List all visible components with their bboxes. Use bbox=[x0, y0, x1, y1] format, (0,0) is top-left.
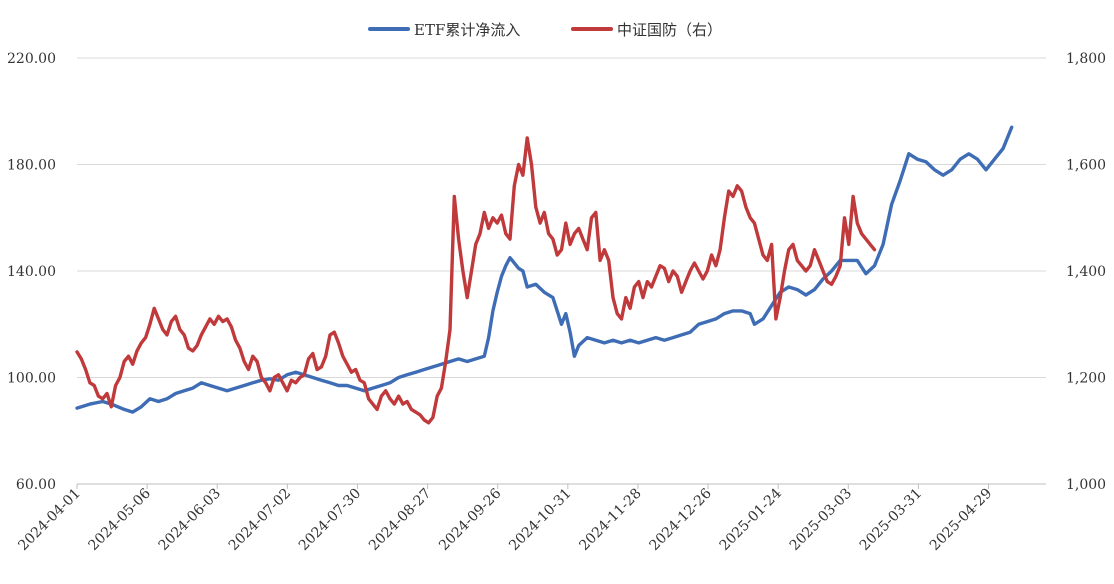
x-tick-label: 2024-06-03 bbox=[156, 486, 224, 554]
x-tick-label: 2025-03-03 bbox=[787, 486, 855, 554]
legend-svg: ETF累计净流入 中证国防（右） bbox=[368, 21, 722, 39]
x-tick-label: 2024-12-26 bbox=[646, 485, 714, 553]
y-right-tick-label: 1,800 bbox=[1066, 51, 1106, 67]
series-line-etf-net-inflow bbox=[75, 125, 1014, 414]
series-line-csi-defense bbox=[75, 136, 877, 425]
y-right-tick-label: 1,000 bbox=[1066, 477, 1106, 493]
y-right-tick-label: 1,400 bbox=[1066, 264, 1106, 280]
x-tick-label: 2024-05-06 bbox=[86, 485, 154, 553]
y-left-tick-label: 60.00 bbox=[16, 477, 56, 493]
x-tick-label: 2025-03-31 bbox=[857, 486, 925, 554]
y-left-tick-label: 140.00 bbox=[7, 264, 56, 280]
x-tick-label: 2024-04-01 bbox=[15, 486, 83, 554]
chart-legend: ETF累计净流入 中证国防（右） bbox=[0, 0, 1114, 50]
x-tick-label: 2024-07-02 bbox=[226, 486, 294, 554]
x-tick-label: 2024-07-30 bbox=[296, 486, 364, 554]
y-left-tick-label: 180.00 bbox=[7, 158, 56, 174]
y-right-tick-label: 1,600 bbox=[1066, 158, 1106, 174]
y-right-tick-label: 1,200 bbox=[1066, 371, 1106, 387]
x-tick-label: 2024-09-26 bbox=[436, 485, 504, 553]
y-left-tick-label: 220.00 bbox=[7, 51, 56, 67]
x-tick-label: 2024-11-28 bbox=[576, 486, 644, 554]
x-tick-label: 2025-04-29 bbox=[927, 486, 995, 554]
x-tick-label: 2024-10-31 bbox=[506, 486, 574, 554]
y-left-tick-label: 100.00 bbox=[7, 371, 56, 387]
x-tick-label: 2025-01-24 bbox=[717, 485, 785, 553]
legend-label-defense: 中证国防（右） bbox=[617, 21, 722, 39]
x-tick-label: 2024-08-27 bbox=[366, 486, 434, 554]
legend-label-etf: ETF累计净流入 bbox=[414, 21, 520, 39]
